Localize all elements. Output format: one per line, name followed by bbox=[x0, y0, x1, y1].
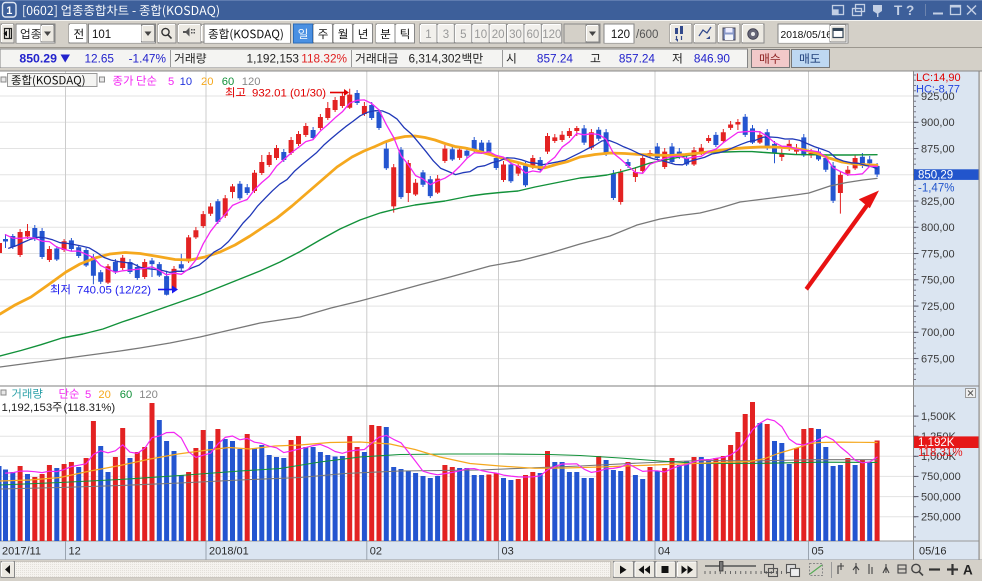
svg-text:120: 120 bbox=[542, 29, 561, 41]
svg-text:846.90: 846.90 bbox=[694, 52, 731, 66]
svg-text:5: 5 bbox=[168, 76, 174, 88]
svg-text:118.32%: 118.32% bbox=[301, 52, 347, 66]
svg-text:120: 120 bbox=[242, 76, 261, 88]
svg-text:850,29: 850,29 bbox=[918, 169, 953, 181]
svg-text:02: 02 bbox=[370, 546, 382, 558]
svg-text:03: 03 bbox=[502, 546, 514, 558]
svg-text:750,00: 750,00 bbox=[921, 275, 955, 287]
svg-text:725,00: 725,00 bbox=[921, 301, 955, 313]
svg-text:2018/05/16: 2018/05/16 bbox=[781, 30, 833, 41]
svg-text:900,00: 900,00 bbox=[921, 117, 955, 129]
svg-text:1,192,153: 1,192,153 bbox=[247, 52, 300, 66]
svg-text:A: A bbox=[963, 563, 973, 578]
svg-text:3: 3 bbox=[443, 29, 449, 41]
svg-text:740.05 (12/22): 740.05 (12/22) bbox=[77, 285, 151, 297]
svg-text:5: 5 bbox=[460, 29, 466, 41]
svg-text:925,00: 925,00 bbox=[921, 91, 955, 103]
svg-text:101: 101 bbox=[92, 29, 111, 41]
svg-text:04: 04 bbox=[658, 546, 670, 558]
svg-text:(118.31%): (118.31%) bbox=[64, 402, 116, 414]
svg-text:750,000: 750,000 bbox=[921, 471, 961, 483]
svg-text:700,00: 700,00 bbox=[921, 327, 955, 339]
svg-text:12: 12 bbox=[69, 546, 81, 558]
svg-text:775,00: 775,00 bbox=[921, 248, 955, 260]
svg-text:1,000K: 1,000K bbox=[921, 451, 957, 463]
svg-text:857.24: 857.24 bbox=[537, 52, 574, 66]
svg-text:60: 60 bbox=[120, 389, 132, 401]
svg-text:1,192,153: 1,192,153 bbox=[2, 402, 53, 414]
svg-text:850.29: 850.29 bbox=[19, 52, 57, 66]
svg-text:30: 30 bbox=[509, 29, 522, 41]
svg-text:60: 60 bbox=[527, 29, 540, 41]
svg-text:?: ? bbox=[906, 3, 914, 18]
svg-text:1: 1 bbox=[425, 29, 431, 41]
svg-text:60: 60 bbox=[222, 76, 234, 88]
svg-text:675,00: 675,00 bbox=[921, 353, 955, 365]
svg-text:10: 10 bbox=[180, 76, 192, 88]
svg-text:1,192K: 1,192K bbox=[918, 437, 955, 449]
svg-text:12.65: 12.65 bbox=[84, 52, 114, 66]
svg-text:800,00: 800,00 bbox=[921, 222, 955, 234]
svg-text:/600: /600 bbox=[636, 29, 658, 41]
svg-text:05: 05 bbox=[812, 546, 824, 558]
svg-text:5: 5 bbox=[85, 389, 91, 401]
svg-text:05/16: 05/16 bbox=[919, 546, 947, 558]
svg-text:10: 10 bbox=[474, 29, 487, 41]
svg-text:-1.47%: -1.47% bbox=[129, 52, 167, 66]
svg-text:T: T bbox=[894, 3, 903, 18]
svg-text:LC:14,90: LC:14,90 bbox=[916, 72, 961, 84]
svg-text:120: 120 bbox=[139, 389, 158, 401]
svg-text:500,000: 500,000 bbox=[921, 491, 961, 503]
svg-text:250,000: 250,000 bbox=[921, 512, 961, 524]
svg-text:1,500K: 1,500K bbox=[921, 411, 957, 423]
svg-text:825,00: 825,00 bbox=[921, 196, 955, 208]
svg-text:6,314,302: 6,314,302 bbox=[409, 52, 461, 66]
svg-text:HC:-8,77: HC:-8,77 bbox=[916, 84, 960, 96]
svg-text:20: 20 bbox=[492, 29, 505, 41]
svg-text:2017/11: 2017/11 bbox=[2, 546, 41, 558]
svg-text:932.01 (01/30): 932.01 (01/30) bbox=[252, 88, 326, 100]
svg-text:20: 20 bbox=[201, 76, 213, 88]
svg-text:20: 20 bbox=[98, 389, 110, 401]
svg-text:-1,47%: -1,47% bbox=[918, 183, 954, 195]
svg-text:120: 120 bbox=[611, 29, 630, 41]
svg-text:857.24: 857.24 bbox=[619, 52, 656, 66]
svg-text:1: 1 bbox=[6, 5, 12, 17]
svg-text:118,31%: 118,31% bbox=[918, 447, 963, 459]
svg-text:2018/01: 2018/01 bbox=[209, 546, 249, 558]
svg-text:875,00: 875,00 bbox=[921, 143, 955, 155]
